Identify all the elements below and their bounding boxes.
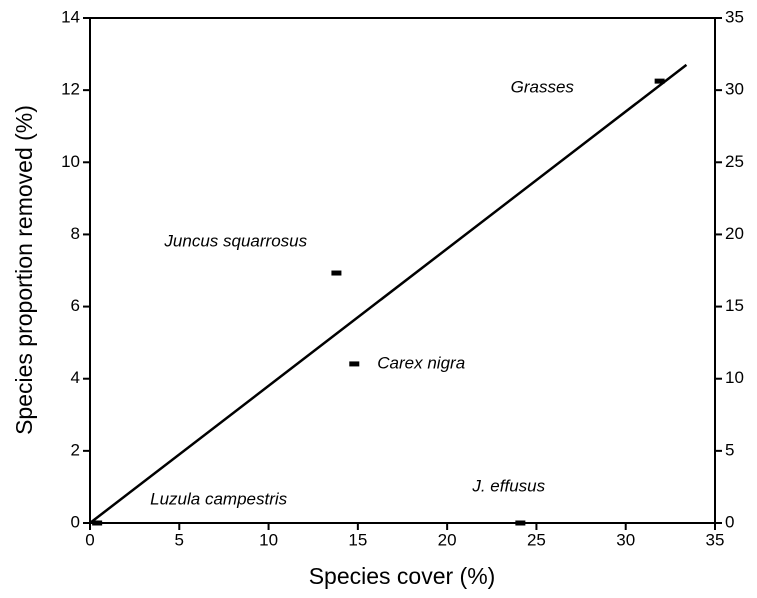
- y-tick-label: 12: [61, 80, 80, 99]
- x-tick-label: 25: [527, 530, 546, 549]
- x-tick-label: 10: [259, 530, 278, 549]
- y2-tick-label: 25: [725, 152, 744, 171]
- point-label: Carex nigra: [377, 353, 465, 372]
- regression-line: [89, 63, 688, 524]
- point-label: Grasses: [511, 78, 575, 97]
- point: [515, 520, 526, 526]
- x-tick-label: 35: [706, 530, 725, 549]
- x-tick-label: 15: [348, 530, 367, 549]
- y-tick-label: 6: [71, 296, 80, 315]
- y-tick-label: 2: [71, 440, 80, 459]
- y2-tick-label: 0: [725, 512, 734, 531]
- y2-tick-label: 15: [725, 296, 744, 315]
- x-tick-label: 5: [175, 530, 184, 549]
- plot-frame: [89, 17, 716, 524]
- y-tick-label: 8: [71, 224, 80, 243]
- y2-tick-label: 20: [725, 224, 744, 243]
- y-tick-label: 10: [61, 152, 80, 171]
- y-tick-label: 0: [71, 512, 80, 531]
- y2-tick-label: 35: [725, 7, 744, 26]
- x-tick-label: 0: [85, 530, 94, 549]
- point: [331, 270, 342, 276]
- point: [92, 520, 103, 526]
- point-label: J. effusus: [471, 476, 545, 495]
- point-label: Juncus squarrosus: [163, 232, 307, 251]
- y-tick-label: 14: [61, 7, 80, 26]
- x-tick-label: 30: [616, 530, 635, 549]
- point-label: Luzula campestris: [150, 489, 288, 508]
- x-tick-label: 20: [438, 530, 457, 549]
- y2-tick-label: 5: [725, 440, 734, 459]
- point: [349, 361, 360, 367]
- y-axis-label: Species proportion removed (%): [11, 105, 37, 435]
- point: [654, 78, 665, 84]
- x-axis-label: Species cover (%): [309, 563, 496, 589]
- y2-tick-label: 30: [725, 80, 744, 99]
- y2-tick-label: 10: [725, 368, 744, 387]
- y-tick-label: 4: [71, 368, 80, 387]
